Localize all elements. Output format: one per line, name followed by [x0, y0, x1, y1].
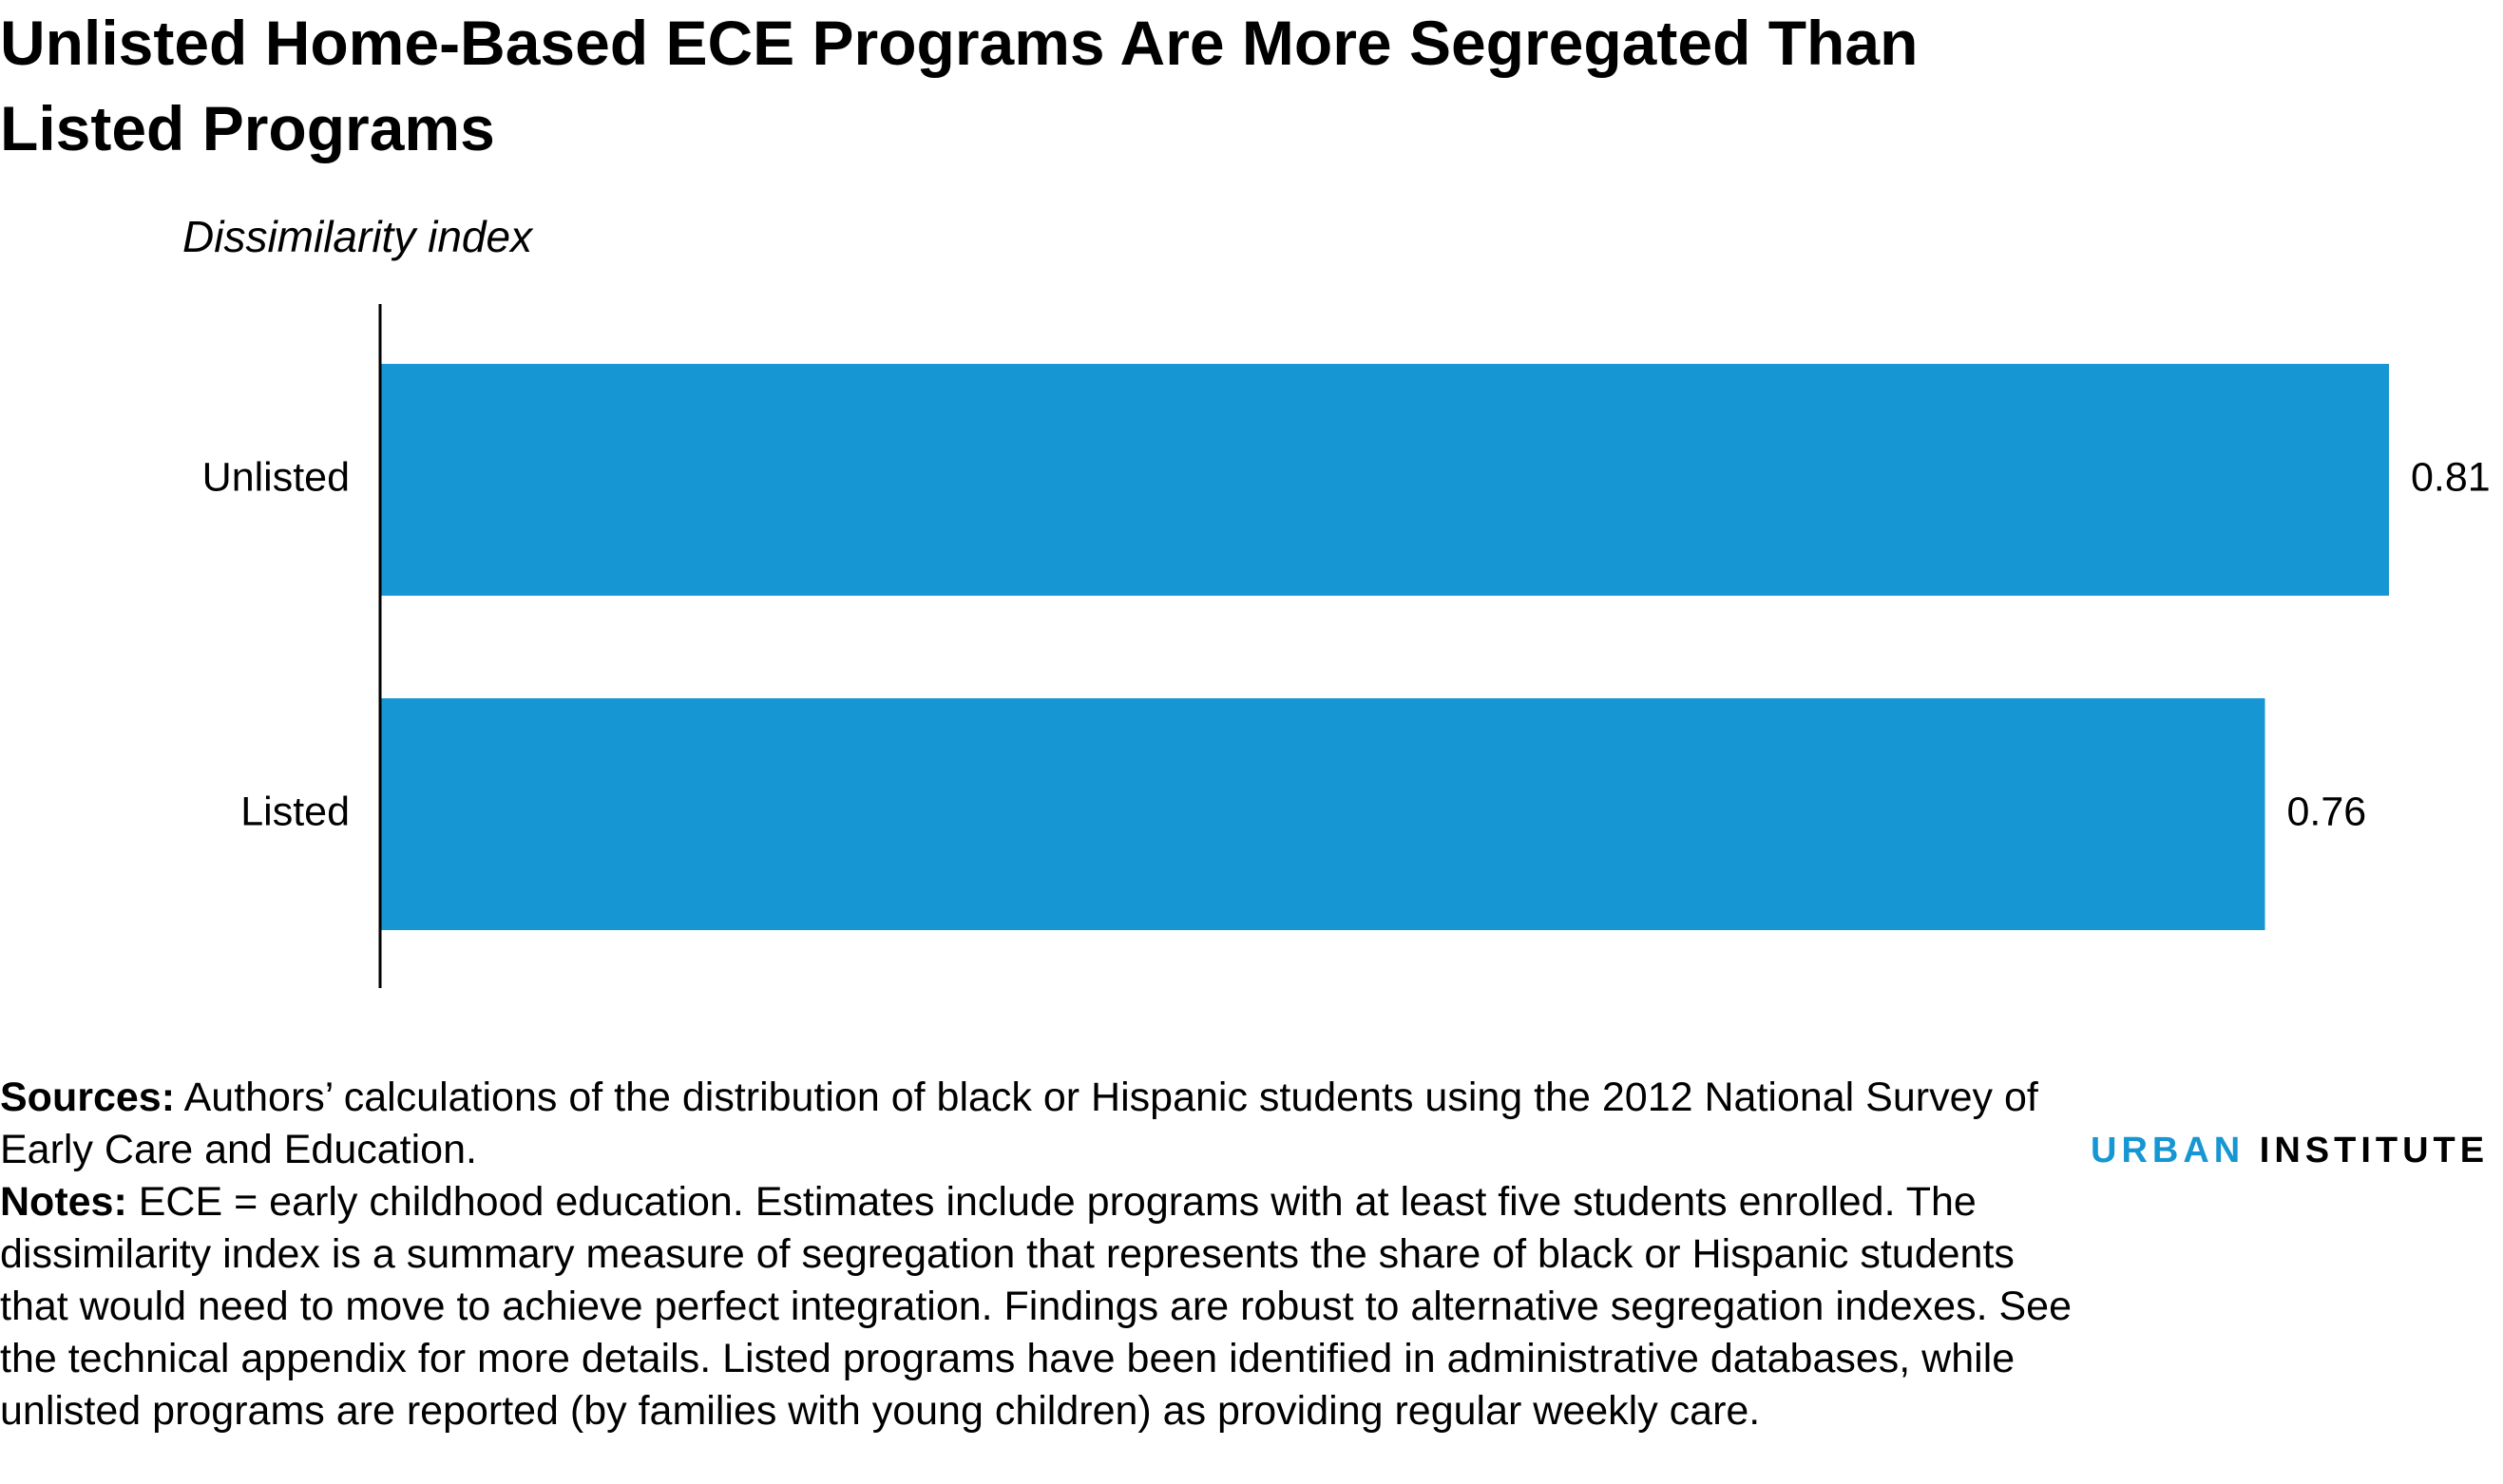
category-label: Unlisted: [202, 454, 350, 500]
category-label: Listed: [240, 789, 350, 834]
value-label: 0.81: [2411, 454, 2491, 500]
axis-label: Dissimilarity index: [182, 212, 534, 261]
notes-text: ECE = early childhood education. Estimat…: [0, 1179, 2073, 1434]
sources-label: Sources:: [0, 1075, 176, 1120]
logo-institute: INSTITUTE: [2259, 1131, 2490, 1170]
logo: URBAN INSTITUTE: [2091, 1131, 2489, 1171]
logo-urban: URBAN: [2091, 1131, 2245, 1170]
chart-title: Unlisted Home-Based ECE Programs Are Mor…: [0, 8, 1919, 163]
footnotes: Sources: Authors’ calculations of the di…: [0, 1072, 2072, 1437]
notes: Notes: ECE = early childhood education. …: [0, 1176, 2072, 1437]
chart: Dissimilarity index Unlisted 0.81 Listed 0.…: [182, 212, 2491, 988]
bar: [380, 364, 2389, 596]
notes-label: Notes:: [0, 1179, 127, 1225]
sources: Sources: Authors’ calculations of the di…: [0, 1072, 2072, 1176]
value-label: 0.76: [2287, 789, 2367, 834]
sources-text: Authors’ calculations of the distributio…: [0, 1075, 2038, 1172]
bar: [380, 698, 2265, 930]
